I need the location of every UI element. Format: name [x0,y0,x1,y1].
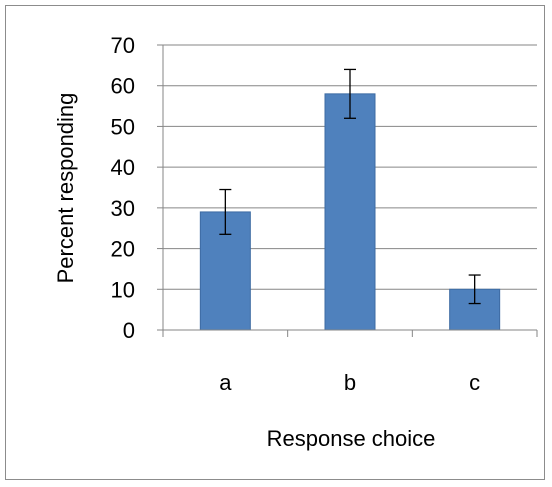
bar [324,93,376,331]
y-tick-label: 70 [111,33,135,58]
y-tick-label: 60 [111,74,135,99]
y-tick-label: 20 [111,237,135,262]
x-tick-label: a [219,370,232,395]
x-tick-labels: a b c [219,370,480,395]
chart-frame [5,5,545,480]
y-tick-labels: 0 10 20 30 40 50 60 70 [111,33,135,343]
y-tick-label: 50 [111,114,135,139]
y-axis-title: Percent responding [53,93,78,284]
x-axis-title: Response choice [267,426,436,451]
x-tick-label: c [469,370,480,395]
y-tick-label: 10 [111,277,135,302]
error-bars [219,68,481,305]
bars [199,93,501,331]
y-tick-label: 30 [111,196,135,221]
axes [157,44,538,337]
x-tick-label: b [344,370,356,395]
y-tick-label: 40 [111,155,135,180]
y-tick-label: 0 [123,318,135,343]
